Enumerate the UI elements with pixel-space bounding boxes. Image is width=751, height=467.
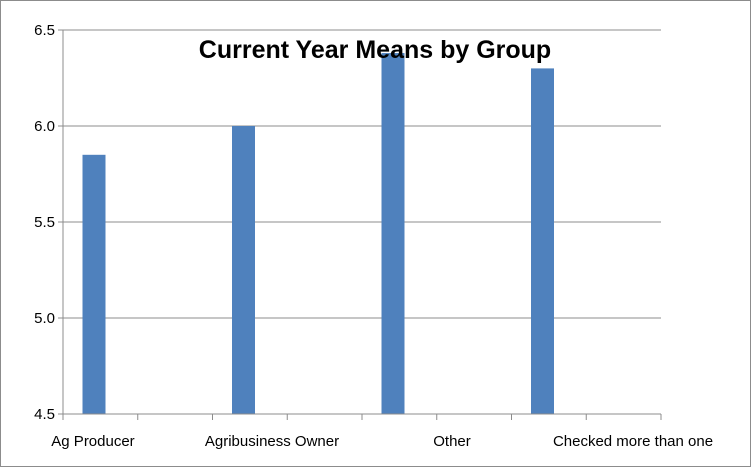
x-tick-label: Ag Producer — [51, 433, 134, 450]
axes — [58, 29, 662, 420]
gridlines — [63, 29, 661, 319]
y-tick-label: 4.5 — [34, 406, 55, 423]
y-tick-label: 6.0 — [34, 118, 55, 135]
bars — [82, 53, 554, 415]
bar-ag-producer — [82, 154, 106, 415]
bar-checked-more-than-one — [531, 68, 554, 415]
y-tick-label: 5.0 — [34, 310, 55, 327]
bar-agribusiness-owner — [232, 126, 255, 414]
tick-labels: 4.5 5.0 5.5 6.0 6.5 Ag Producer Agribusiness O… — [34, 22, 713, 450]
y-tick-label: 6.5 — [34, 22, 55, 39]
x-tick-label: Checked more than one — [553, 433, 713, 450]
x-tick-label: Other — [433, 433, 471, 450]
y-tick-label: 5.5 — [34, 214, 55, 231]
x-tick-label: Agribusiness Owner — [205, 433, 339, 450]
bar-other — [381, 53, 405, 414]
chart-title: Current Year Means by Group — [199, 36, 551, 64]
